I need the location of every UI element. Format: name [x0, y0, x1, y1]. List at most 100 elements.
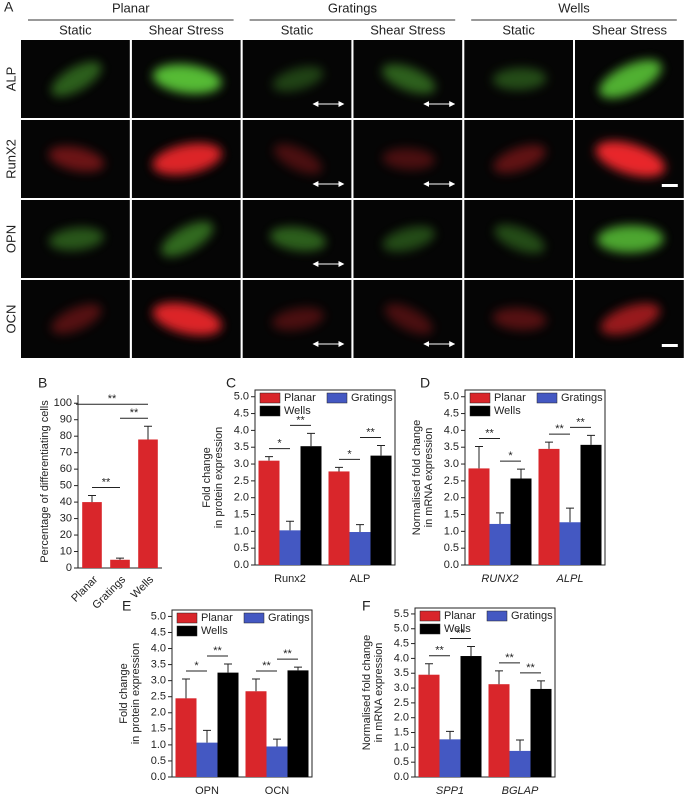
plot-frame [254, 389, 396, 566]
error-bar [252, 678, 260, 692]
stain-label: RunX2 [3, 139, 18, 179]
significance-label: * [277, 438, 282, 450]
significance-label: ** [102, 476, 111, 488]
y-tick-label: 5.0 [444, 391, 459, 403]
error-bar [475, 446, 483, 469]
cell [273, 143, 323, 175]
error-bar [88, 495, 96, 503]
y-tick-label: 1.5 [394, 726, 409, 738]
micrograph [21, 200, 130, 278]
cell [595, 141, 666, 177]
bar [258, 460, 280, 565]
legend-swatch [469, 405, 491, 417]
plot-frame [464, 389, 606, 566]
micrograph [131, 200, 241, 278]
cell [48, 146, 105, 172]
stain-label: OPN [3, 225, 18, 253]
micrograph [575, 280, 684, 358]
y-tick-label: 0 [66, 562, 72, 574]
scale-bar [661, 344, 678, 347]
cell [382, 148, 435, 170]
y-tick-label: 2.5 [234, 475, 249, 487]
legend-swatch [469, 392, 491, 404]
micrograph [131, 40, 241, 118]
y-tick-label: 1.5 [234, 508, 249, 520]
y-tick-label: 90 [60, 414, 72, 426]
y-tick-label: 1.0 [151, 739, 166, 751]
y-tick-label: 2.0 [444, 492, 459, 504]
y-axis-label: Normalised fold change [411, 420, 423, 536]
cell [269, 226, 327, 252]
y-axis-label: in mRNA expression [373, 643, 385, 743]
cell [51, 304, 102, 334]
y-tick-label: 5.0 [394, 623, 409, 635]
y-tick-label: 0.0 [234, 559, 249, 571]
legend-swatch [326, 392, 348, 404]
y-tick-label: 5.0 [234, 391, 249, 403]
legend-label: Gratings [351, 392, 393, 404]
legend-label: Planar [201, 612, 233, 624]
error-bar [144, 425, 152, 440]
bar [300, 446, 322, 565]
micrograph [21, 120, 130, 198]
legend-label: Gratings [511, 610, 553, 622]
panel-letter: E [122, 598, 131, 614]
legend-label: Wells [444, 623, 471, 635]
micrograph [464, 200, 574, 278]
cell [272, 307, 324, 331]
error-bar [265, 456, 273, 461]
micrograph [131, 280, 241, 358]
significance-label: ** [130, 407, 139, 419]
y-tick-label: 3.5 [234, 441, 249, 453]
bar [509, 750, 531, 777]
cell [382, 226, 435, 252]
error-bar [587, 434, 595, 445]
micrograph [21, 40, 130, 118]
legend-label: Wells [284, 405, 311, 417]
y-tick-label: 4.0 [394, 652, 409, 664]
micrograph [464, 40, 574, 118]
y-tick-label: 0.5 [394, 756, 409, 768]
micrograph [575, 200, 684, 278]
cell [492, 307, 547, 331]
micrograph [131, 120, 241, 198]
significance-label: ** [296, 414, 305, 426]
significance-label: ** [262, 660, 271, 672]
error-bar [496, 512, 504, 524]
micrograph [242, 280, 352, 358]
significance-label: * [194, 660, 199, 672]
cell [384, 303, 433, 335]
bar [468, 468, 490, 565]
legend-swatch [536, 392, 558, 404]
significance-label: ** [505, 652, 514, 664]
y-tick-label: 2.5 [444, 475, 459, 487]
x-tick-label: Runx2 [274, 573, 306, 585]
y-tick-label: 60 [60, 463, 72, 475]
error-bar [356, 524, 364, 533]
y-tick-label: 3.0 [394, 682, 409, 694]
y-axis-label: in protein expression [213, 427, 225, 529]
x-tick-label: BGLAP [502, 785, 539, 797]
y-tick-label: 3.0 [151, 675, 166, 687]
y-tick-label: 1.0 [234, 525, 249, 537]
significance-label: * [508, 450, 513, 462]
error-bar [545, 441, 553, 449]
condition-header: Static [59, 22, 92, 37]
error-bar [307, 432, 315, 447]
bar [418, 674, 440, 777]
bar [370, 455, 392, 565]
significance-label: ** [526, 662, 535, 674]
error-bar [537, 680, 545, 689]
x-tick-label: SPP1 [436, 785, 464, 797]
significance-label: ** [456, 627, 465, 639]
error-bar [286, 520, 294, 531]
cell [492, 67, 547, 91]
y-tick-label: 0.0 [394, 771, 409, 783]
y-tick-label: 10 [60, 545, 72, 557]
bar [245, 691, 267, 777]
condition-header: Shear Stress [592, 22, 668, 37]
cell [494, 224, 545, 254]
error-bar [182, 678, 190, 699]
y-tick-label: 1.5 [444, 508, 459, 520]
